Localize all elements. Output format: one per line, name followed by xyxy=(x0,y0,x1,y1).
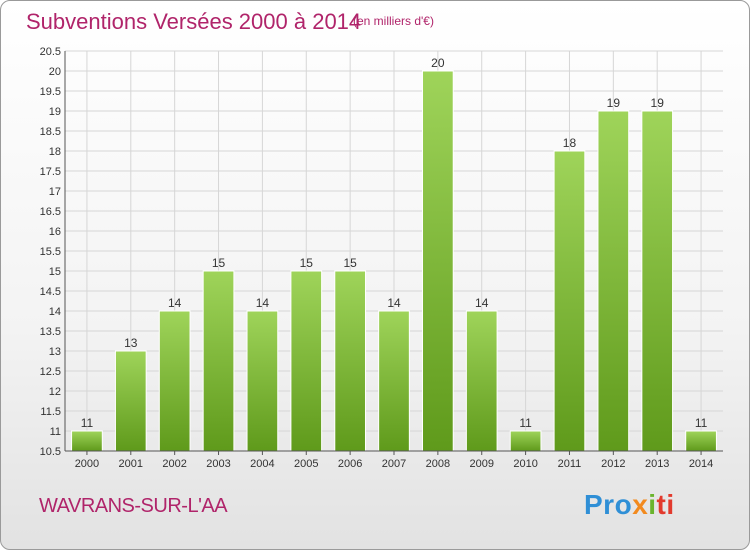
bar-2009 xyxy=(465,310,498,452)
y-tick-label: 14.5 xyxy=(40,286,61,298)
y-tick-label: 13 xyxy=(49,346,61,358)
bar-2003 xyxy=(202,270,235,452)
x-tick-label: 2006 xyxy=(338,458,362,470)
y-tick-label: 16 xyxy=(49,226,61,238)
x-tick-label: 2007 xyxy=(382,458,406,470)
x-tick-label: 2001 xyxy=(119,458,143,470)
bar-2000 xyxy=(71,430,103,452)
x-tick-label: 2012 xyxy=(601,458,625,470)
bar-2014 xyxy=(685,430,717,452)
bar-2012 xyxy=(597,110,630,452)
y-tick-label: 20 xyxy=(49,66,61,78)
x-tick-label: 2010 xyxy=(513,458,537,470)
bar-2004 xyxy=(246,310,279,452)
y-tick-label: 14 xyxy=(49,306,61,318)
logo-part-4: ti xyxy=(656,489,675,520)
y-tick-label: 13.5 xyxy=(40,326,61,338)
y-tick-label: 18.5 xyxy=(40,126,61,138)
data-label: 14 xyxy=(256,296,270,310)
chart-subtitle: (en milliers d'€) xyxy=(353,14,434,28)
data-label: 11 xyxy=(81,416,94,430)
y-tick-label: 16.5 xyxy=(40,206,61,218)
y-tick-label: 12 xyxy=(49,386,61,398)
data-label: 18 xyxy=(563,136,577,150)
bar-2010 xyxy=(509,430,542,452)
x-tick-label: 2002 xyxy=(162,458,186,470)
chart-title: Subventions Versées 2000 à 2014 xyxy=(26,9,362,34)
y-tick-label: 15.5 xyxy=(40,246,61,258)
data-label: 14 xyxy=(168,296,182,310)
y-tick-label: 11 xyxy=(50,426,61,438)
data-label: 13 xyxy=(124,336,138,350)
y-tick-label: 17 xyxy=(49,186,61,198)
x-tick-label: 2000 xyxy=(75,458,99,470)
y-tick-label: 11.5 xyxy=(40,406,61,418)
logo-part-3: i xyxy=(648,489,657,520)
bar-2011 xyxy=(553,150,586,452)
bar-2001 xyxy=(114,350,147,452)
x-tick-label: 2013 xyxy=(645,458,669,470)
y-tick-label: 10.5 xyxy=(40,446,61,458)
proxiti-logo: Proxiti xyxy=(584,489,675,521)
bar-2006 xyxy=(334,270,366,452)
bar-2002 xyxy=(158,310,191,452)
x-tick-label: 2011 xyxy=(558,458,582,470)
data-label: 14 xyxy=(475,296,489,310)
y-tick-label: 18 xyxy=(49,146,61,158)
data-label: 15 xyxy=(212,256,226,270)
data-label: 11 xyxy=(519,416,532,430)
y-tick-label: 19 xyxy=(49,106,61,118)
y-tick-label: 19.5 xyxy=(40,86,61,98)
y-tick-label: 20.5 xyxy=(40,46,61,58)
bar-2008 xyxy=(422,70,454,452)
bar-2007 xyxy=(378,310,410,452)
data-label: 15 xyxy=(300,256,314,270)
bars: 11 13 14 15 14 15 15 14 20 14 11 18 19 19 11 xyxy=(71,56,717,452)
x-tick-label: 2005 xyxy=(294,458,318,470)
logo-part-1: Pro xyxy=(584,489,633,520)
data-label: 19 xyxy=(607,96,621,110)
commune-name: WAVRANS-SUR-L'AA xyxy=(39,495,228,517)
bar-2013 xyxy=(641,110,674,452)
logo-part-2: x xyxy=(632,489,649,520)
data-label: 15 xyxy=(343,256,357,270)
y-tick-label: 15 xyxy=(49,266,61,278)
data-label: 19 xyxy=(651,96,665,110)
axes: 10.5 11 11.5 12 12.5 13 13.5 14 14.5 15 15.5 16 16.5… xyxy=(40,46,723,470)
x-tick-label: 2009 xyxy=(469,458,493,470)
x-tick-label: 2008 xyxy=(426,458,450,470)
data-label: 14 xyxy=(387,296,401,310)
bar-2005 xyxy=(290,270,323,452)
x-tick-label: 2003 xyxy=(206,458,230,470)
data-label: 20 xyxy=(431,56,445,70)
data-label: 11 xyxy=(695,416,708,430)
x-tick-label: 2004 xyxy=(250,458,274,470)
x-tick-label: 2014 xyxy=(689,458,713,470)
y-tick-label: 12.5 xyxy=(40,366,61,378)
y-tick-label: 17.5 xyxy=(40,166,61,178)
